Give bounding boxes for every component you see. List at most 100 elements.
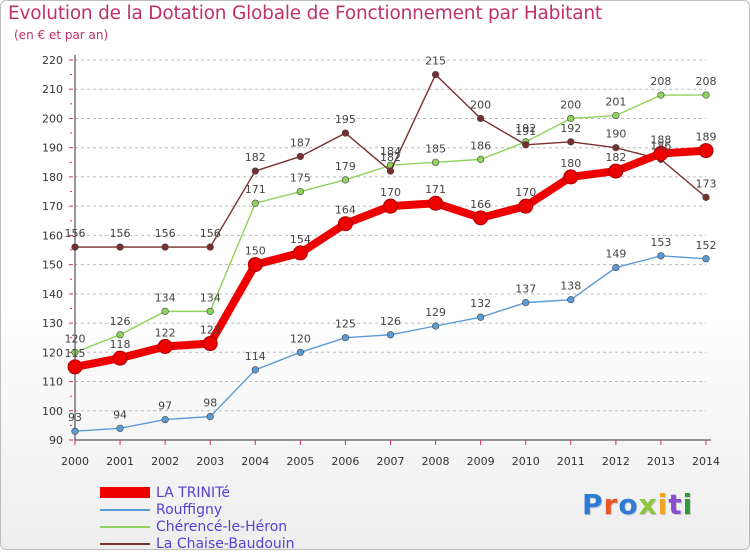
data-label: 153: [650, 236, 671, 249]
data-label: 170: [380, 186, 401, 199]
data-point: [157, 338, 173, 354]
data-label: 156: [110, 227, 131, 240]
data-point: [206, 413, 214, 421]
data-label: 98: [203, 397, 217, 410]
data-label: 94: [113, 408, 127, 421]
series-layer: [67, 71, 714, 435]
y-tick-label: 90: [49, 434, 63, 447]
data-label: 134: [155, 291, 176, 304]
data-label: 201: [605, 96, 626, 109]
data-point: [296, 348, 304, 356]
logo-letter: P: [582, 488, 604, 521]
legend-label: La Chaise-Baudouin: [156, 535, 295, 552]
data-point: [251, 366, 259, 374]
data-label: 118: [110, 338, 131, 351]
data-label: 156: [65, 227, 86, 240]
y-tick-label: 170: [42, 200, 63, 213]
logo-letter: t: [668, 488, 683, 521]
data-point: [386, 331, 395, 339]
data-label: 166: [470, 198, 491, 211]
data-point: [657, 91, 665, 99]
data-label: 208: [696, 75, 717, 88]
logo-letter: i: [682, 488, 694, 521]
data-label: 173: [696, 177, 717, 190]
data-point: [116, 424, 124, 432]
data-point: [431, 158, 440, 166]
data-point: [161, 307, 169, 315]
data-point: [383, 198, 398, 214]
logo-letter: r: [603, 488, 619, 521]
legend-label: Chérencé-le-Héron: [156, 518, 288, 535]
data-label: 189: [696, 131, 717, 144]
data-point: [477, 155, 485, 163]
data-label: 208: [650, 75, 671, 88]
data-label: 186: [650, 139, 671, 152]
data-label: 122: [155, 326, 176, 339]
data-label: 200: [560, 98, 581, 111]
data-point: [477, 114, 485, 123]
x-tick-label: 2012: [602, 455, 630, 468]
data-point: [206, 243, 214, 251]
y-tick-label: 220: [42, 54, 63, 67]
data-point: [206, 307, 214, 315]
data-label: 192: [560, 122, 581, 135]
data-point: [112, 350, 128, 366]
y-tick-label: 190: [42, 142, 63, 155]
data-label: 97: [158, 400, 172, 413]
data-point: [612, 144, 620, 152]
data-label: 129: [425, 306, 446, 319]
y-tick-label: 110: [42, 376, 63, 389]
legend-swatch-la-chaise-baudouin: [100, 542, 150, 545]
data-label: 115: [65, 347, 86, 360]
x-tick-label: 2011: [557, 455, 585, 468]
data-label: 182: [605, 151, 626, 164]
data-label: 185: [425, 142, 446, 155]
y-tick-label: 120: [42, 346, 63, 359]
x-tick-label: 2008: [422, 455, 450, 468]
data-point: [702, 255, 710, 263]
legend-item-cherence-le-heron: Chérencé-le-Héron: [100, 518, 295, 535]
legend-swatch-rouffigny: [100, 508, 150, 511]
x-tick-label: 2014: [692, 455, 720, 468]
x-tick-label: 2007: [377, 455, 405, 468]
data-point: [431, 322, 440, 330]
data-point: [702, 91, 710, 99]
x-tick-label: 2001: [106, 455, 134, 468]
data-label: 156: [155, 227, 176, 240]
data-label: 200: [470, 98, 491, 111]
data-label: 120: [65, 332, 86, 345]
data-point: [71, 243, 79, 251]
y-tick-label: 210: [42, 83, 63, 96]
data-point: [477, 313, 485, 321]
data-point: [522, 141, 530, 149]
logo-letter: i: [657, 488, 669, 521]
data-point: [428, 195, 444, 211]
legend-item-la-trinite: LA TRINITé: [100, 484, 295, 501]
data-point: [292, 245, 308, 261]
data-label: 192: [515, 122, 536, 135]
data-label: 152: [696, 239, 717, 252]
series-rouffigny: [71, 252, 710, 435]
data-label: 180: [560, 157, 581, 170]
data-point: [116, 243, 124, 251]
legend-swatch-cherence-le-heron: [100, 525, 150, 528]
data-point: [341, 176, 350, 184]
data-label-layer: 93 94 97 98 114 120 125 126 129 132 137 138 149 153 15…: [65, 55, 717, 425]
data-point: [202, 336, 218, 352]
data-label: 187: [290, 136, 311, 149]
data-label: 149: [605, 248, 626, 261]
chart-title: Evolution de la Dotation Globale de Fonc…: [8, 3, 602, 24]
legend-label: LA TRINITé: [156, 484, 230, 501]
proxiti-logo: Proxiti: [582, 488, 693, 521]
data-label: 195: [335, 113, 356, 126]
data-point: [567, 114, 575, 123]
data-point: [341, 334, 350, 342]
data-label: 182: [380, 151, 401, 164]
data-point: [116, 331, 124, 339]
data-point: [522, 299, 530, 307]
data-label: 171: [425, 183, 446, 196]
data-point: [563, 169, 579, 185]
x-tick-label: 2002: [151, 455, 179, 468]
